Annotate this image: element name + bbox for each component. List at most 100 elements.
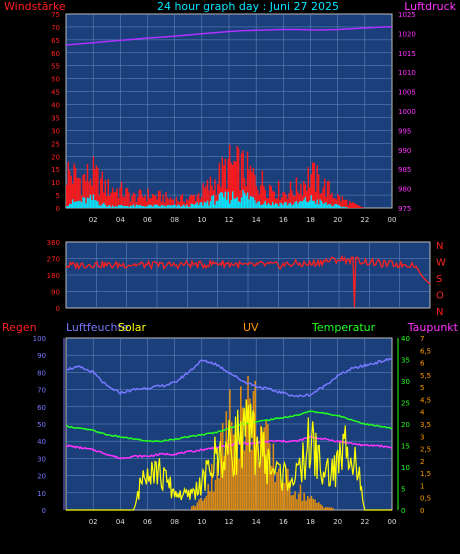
pressure-tick-label: 995 — [398, 127, 411, 135]
rain-tick-label: 20 — [37, 473, 46, 481]
wind-bar — [206, 179, 209, 208]
dewpoint-tick-label: 2 — [420, 458, 424, 466]
gust-bar — [131, 205, 133, 208]
wind-bar — [332, 198, 335, 208]
gust-bar — [306, 201, 308, 208]
uv-bar — [225, 411, 228, 510]
gust-bar — [300, 201, 302, 208]
temperature-tick-label: 20 — [401, 421, 410, 429]
wind-bar — [292, 195, 295, 208]
rain-tick-label: 0 — [42, 507, 46, 515]
wind-bar — [103, 192, 105, 208]
uv-bar — [230, 421, 233, 510]
gust-bar — [236, 196, 238, 208]
direction-letter: O — [436, 291, 444, 302]
gust-bar — [80, 202, 83, 208]
uv-bar — [330, 507, 333, 510]
gust-bar — [186, 204, 188, 208]
gust-bar — [309, 200, 311, 208]
wind-bar — [300, 183, 302, 208]
gust-bar — [221, 192, 224, 208]
gust-bar — [129, 205, 132, 208]
wind-bar — [283, 192, 286, 208]
wind-bar — [347, 205, 349, 208]
gust-bar — [243, 192, 246, 208]
gust-bar — [137, 205, 139, 208]
wind-bar — [232, 164, 234, 208]
wind-bar — [255, 186, 258, 208]
wind-bar — [304, 184, 307, 208]
wind-bar — [144, 195, 146, 208]
wind-bar — [312, 162, 314, 208]
gust-bar — [294, 202, 296, 208]
wind-bar — [92, 156, 95, 208]
time-tick-label: 00 — [388, 518, 397, 526]
wind-bar — [223, 165, 225, 208]
pressure-tick-label: 1020 — [398, 30, 416, 38]
uv-bar — [305, 500, 307, 510]
wind-bar — [240, 153, 243, 208]
gust-bar — [106, 206, 108, 208]
wind-bar — [190, 194, 192, 208]
wind-bar — [168, 199, 170, 208]
gust-bar — [234, 198, 237, 208]
wind-bar — [151, 193, 154, 208]
wind-bar — [116, 188, 118, 208]
gust-bar — [119, 205, 121, 208]
wind-bar — [298, 193, 301, 208]
wind-tick-label: 5 — [56, 192, 60, 200]
uv-bar — [243, 450, 246, 510]
wind-bar — [113, 192, 115, 208]
gust-bar — [85, 203, 87, 208]
temperature-axis-title: Temperatur — [311, 321, 376, 334]
wind-bar — [249, 165, 252, 208]
pressure-tick-label: 1005 — [398, 89, 416, 97]
gust-bar — [76, 201, 78, 208]
gust-bar — [346, 207, 348, 208]
wind-bar — [91, 185, 93, 208]
wind-tick-label: 75 — [51, 11, 60, 19]
wind-bar — [251, 172, 253, 208]
uv-bar — [323, 507, 325, 510]
time-tick-label: 08 — [170, 518, 179, 526]
wind-bar — [258, 194, 261, 208]
gust-bar — [267, 203, 269, 208]
temperature-tick-label: 30 — [401, 378, 410, 386]
wind-bar — [109, 196, 111, 208]
temperature-tick-label: 15 — [401, 443, 410, 451]
gust-bar — [100, 205, 102, 208]
gust-bar — [211, 196, 213, 208]
solar-legend: Solar — [118, 321, 147, 334]
wind-bar — [191, 195, 194, 208]
gust-bar — [154, 204, 157, 208]
wind-bar — [181, 194, 184, 208]
wind-bar — [344, 199, 347, 208]
uv-bar — [288, 480, 291, 510]
time-tick-label: 02 — [89, 216, 98, 224]
gust-bar — [277, 206, 280, 208]
wind-bar — [153, 194, 155, 208]
wind-bar — [236, 145, 238, 208]
gust-bar — [257, 201, 259, 208]
gust-bar — [88, 198, 90, 208]
wind-bar — [326, 181, 329, 208]
solar-line — [66, 399, 392, 511]
gust-bar — [113, 207, 115, 208]
wind-bar — [331, 192, 333, 208]
pressure-tick-label: 975 — [398, 205, 411, 213]
dewpoint-tick-label: 0 — [420, 507, 424, 515]
time-tick-label: 14 — [252, 518, 261, 526]
gust-bar — [237, 201, 240, 208]
dewpoint-axis-title: Taupunkt — [407, 321, 459, 334]
gust-bar — [246, 192, 249, 208]
dewpoint-tick-label: 3,5 — [420, 421, 431, 429]
dewpoint-tick-label: 2,5 — [420, 446, 431, 454]
wind-bar — [349, 201, 351, 208]
wind-bar — [248, 169, 250, 208]
gust-bar — [224, 191, 226, 208]
gust-bar — [285, 202, 287, 208]
wind-bar — [128, 192, 130, 208]
uv-bar — [303, 492, 305, 510]
uv-bar — [250, 449, 253, 510]
